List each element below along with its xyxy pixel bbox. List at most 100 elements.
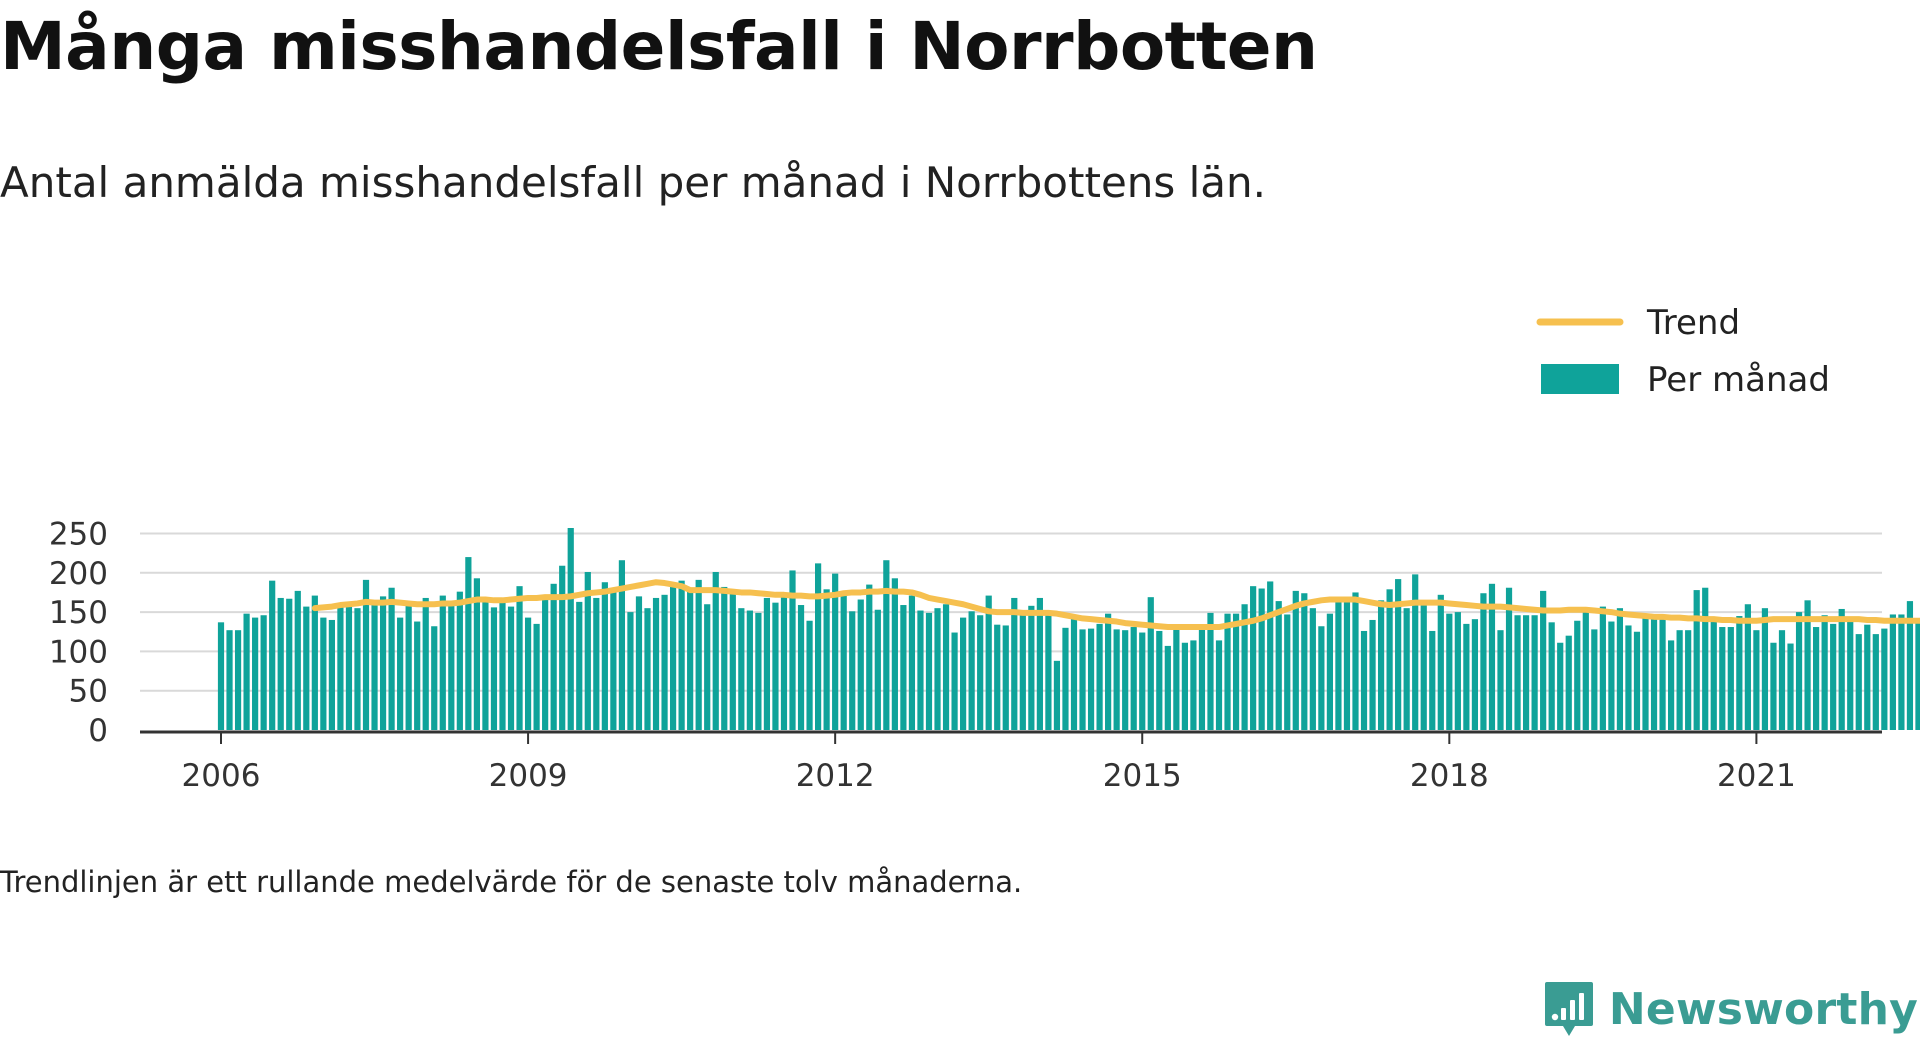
bar (1326, 613, 1333, 730)
bar (1139, 632, 1146, 730)
bar (277, 597, 284, 730)
bar (883, 560, 890, 730)
bar (1898, 614, 1905, 730)
x-tick-label: 2006 (182, 758, 261, 794)
bar (1224, 613, 1231, 730)
bar (1403, 608, 1410, 730)
bar (286, 598, 293, 730)
bar (721, 586, 728, 730)
bar (456, 591, 463, 730)
bar (499, 598, 506, 730)
bar (1454, 612, 1461, 730)
bar (644, 608, 651, 730)
bar (1267, 581, 1274, 730)
bar (1309, 608, 1316, 730)
y-tick-label: 0 (88, 713, 108, 749)
y-tick-label: 150 (49, 595, 108, 631)
bar (1616, 608, 1624, 730)
bar (1744, 604, 1751, 730)
bar (234, 630, 242, 730)
bar (1011, 597, 1018, 730)
bar (1446, 613, 1453, 730)
bar (738, 608, 745, 730)
bar (260, 615, 267, 730)
bar (925, 612, 933, 730)
x-tick-label: 2012 (796, 758, 875, 794)
bar (1702, 587, 1709, 730)
footnote: Trendlinjen är ett rullande medelvärde f… (0, 865, 1023, 899)
bar (1676, 630, 1683, 730)
bar (1497, 630, 1504, 730)
bar (1250, 586, 1257, 730)
bar (414, 621, 421, 730)
x-tick-label: 2021 (1717, 758, 1796, 794)
legend: Trend Per månad (1525, 303, 1855, 450)
bar (1727, 627, 1734, 730)
bar (1275, 601, 1282, 730)
bar (977, 615, 984, 730)
bar (1514, 615, 1521, 730)
bar (849, 611, 856, 730)
bar (1062, 627, 1069, 730)
bar (1889, 614, 1896, 730)
bar (1864, 624, 1871, 730)
bar (465, 557, 472, 730)
bar (354, 608, 361, 730)
x-tick-label: 2009 (489, 758, 568, 794)
bar (379, 596, 387, 730)
bar (1258, 588, 1265, 730)
bar (687, 590, 694, 730)
bar (439, 595, 446, 730)
bar (669, 584, 677, 730)
bar (1045, 613, 1052, 730)
bar (311, 595, 318, 730)
bar (857, 599, 864, 730)
bar (1906, 601, 1914, 730)
bar (1770, 642, 1777, 730)
bar (627, 612, 634, 730)
bar (1505, 587, 1513, 730)
bar (1548, 622, 1555, 730)
bar (576, 601, 583, 730)
bar (226, 630, 233, 730)
y-tick-label: 100 (49, 634, 108, 670)
bar (1198, 626, 1206, 730)
bar (584, 572, 591, 730)
bar (1591, 629, 1598, 730)
bar (840, 594, 847, 730)
bar (1147, 597, 1154, 730)
bar (618, 560, 626, 730)
bar (1855, 634, 1862, 730)
chart-subtitle: Antal anmälda misshandelsfall per månad … (0, 158, 1267, 207)
bar (763, 597, 771, 730)
x-tick-marks (220, 732, 1758, 744)
bar (1335, 597, 1342, 730)
bar (1599, 606, 1606, 730)
bar (1685, 630, 1692, 730)
bar (337, 606, 344, 730)
trend-line (311, 579, 1920, 631)
bar (942, 604, 950, 730)
bar (1719, 627, 1726, 730)
bar (328, 619, 335, 730)
bar (1207, 612, 1214, 730)
bar (780, 595, 788, 730)
bar (746, 610, 753, 730)
bar (1531, 615, 1538, 730)
bar (934, 608, 941, 730)
bar (1318, 626, 1325, 730)
bar (678, 580, 685, 730)
bar (1693, 590, 1700, 730)
legend-label-per-manad: Per månad (1647, 360, 1830, 400)
bar (1625, 625, 1632, 730)
bar (1395, 579, 1402, 730)
bar (422, 597, 429, 730)
bar (1633, 631, 1641, 730)
bar (524, 617, 532, 730)
bar (1795, 612, 1803, 730)
bar (985, 595, 992, 730)
bar (1872, 634, 1879, 730)
y-tick-label: 250 (49, 517, 108, 553)
bar (635, 596, 643, 730)
bar (1787, 643, 1794, 730)
